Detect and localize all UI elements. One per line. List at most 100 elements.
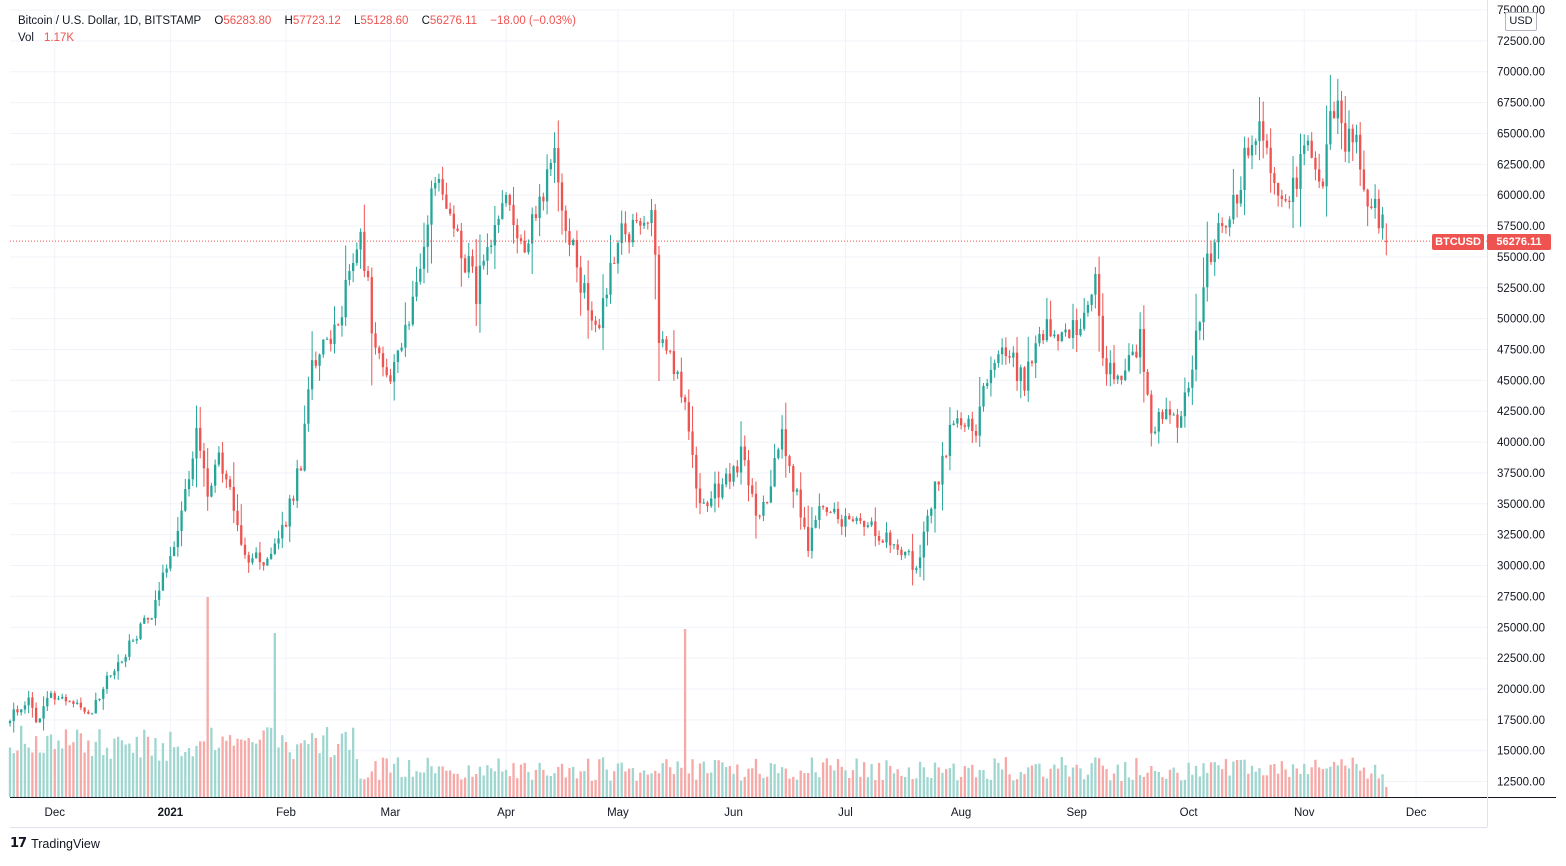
volume-bar xyxy=(1071,767,1075,797)
volume-bar xyxy=(952,763,955,797)
ohlc-row: Bitcoin / U.S. Dollar, 1D, BITSTAMP O562… xyxy=(18,13,576,30)
volume-bar xyxy=(348,749,351,797)
candle-body xyxy=(87,711,90,714)
candle-body xyxy=(1008,356,1011,358)
candle-body xyxy=(1142,328,1146,372)
volume-value: 1.17K xyxy=(44,32,75,44)
candle-body xyxy=(154,599,157,619)
candle-body xyxy=(258,552,262,563)
volume-bar xyxy=(527,771,530,797)
y-tick-label: 60000.00 xyxy=(1497,190,1545,202)
open-label: O xyxy=(214,15,224,27)
volume-bar xyxy=(475,774,478,797)
candle-body xyxy=(158,590,161,600)
candle-body xyxy=(1276,183,1280,196)
volume-bar xyxy=(1254,771,1257,797)
volume-bar xyxy=(706,773,709,797)
volume-bar xyxy=(803,773,806,797)
candle-body xyxy=(1314,157,1317,170)
candle-body xyxy=(687,402,690,432)
volume-bar xyxy=(702,761,705,797)
candle-body xyxy=(542,196,545,202)
candle-body xyxy=(724,473,728,485)
volume-bar xyxy=(538,762,541,797)
last-price-tag: 56276.11 xyxy=(1487,234,1551,250)
candle-body xyxy=(206,468,209,497)
volume-bar xyxy=(874,780,877,797)
volume-bar xyxy=(49,734,53,797)
candle-body xyxy=(1038,334,1041,344)
volume-bar xyxy=(1228,775,1231,797)
candle-body xyxy=(1265,140,1269,148)
candle-body xyxy=(889,532,892,546)
volume-bar xyxy=(654,770,657,797)
candle-body xyxy=(676,371,679,375)
candle-body xyxy=(497,218,500,225)
volume-bar xyxy=(601,757,605,797)
candle-body xyxy=(586,283,590,311)
candle-body xyxy=(1172,414,1175,416)
candle-body xyxy=(1060,332,1063,342)
symbol-title[interactable]: Bitcoin / U.S. Dollar, 1D, BITSTAMP xyxy=(18,15,202,27)
volume-bar xyxy=(765,776,769,797)
candle-body xyxy=(967,418,970,427)
volume-label[interactable]: Vol xyxy=(18,32,34,44)
candle-body xyxy=(1258,121,1261,142)
currency-button[interactable]: USD xyxy=(1505,12,1537,31)
candle-body xyxy=(1247,147,1250,156)
volume-bar xyxy=(639,772,642,797)
candle-body xyxy=(1034,343,1037,364)
low-label: L xyxy=(354,15,361,27)
volume-bar xyxy=(661,763,664,797)
candle-body xyxy=(1325,144,1328,187)
volume-bar xyxy=(967,767,970,797)
volume-bar xyxy=(780,767,784,797)
volume-bar xyxy=(12,753,15,797)
volume-bar xyxy=(460,779,463,797)
candle-body xyxy=(613,262,616,264)
volume-bar xyxy=(959,777,963,797)
volume-bar xyxy=(27,747,30,797)
candle-body xyxy=(396,350,400,363)
candle-body xyxy=(456,228,459,231)
volume-bar xyxy=(146,736,150,797)
volume-bar xyxy=(1049,768,1052,797)
volume-bar xyxy=(1325,768,1328,797)
volume-bar xyxy=(165,760,168,797)
candle-body xyxy=(971,418,974,432)
candle-body xyxy=(255,552,258,559)
volume-bar xyxy=(359,778,362,797)
candle-body xyxy=(583,283,586,293)
candle-body xyxy=(1262,121,1265,141)
candle-body xyxy=(598,324,601,329)
candle-body xyxy=(34,707,38,723)
candle-body xyxy=(642,222,646,226)
volume-bar xyxy=(1291,764,1295,797)
candle-body xyxy=(1280,195,1284,200)
volume-bar xyxy=(217,747,221,797)
candle-body xyxy=(866,525,870,527)
volume-bar xyxy=(877,762,881,797)
candle-body xyxy=(680,371,683,398)
volume-bar xyxy=(1168,769,1172,797)
volume-bar xyxy=(724,767,728,797)
volume-bar xyxy=(1385,787,1388,797)
volume-bar xyxy=(799,770,802,797)
volume-bar xyxy=(456,773,459,797)
candle-body xyxy=(329,338,332,344)
candle-body xyxy=(531,214,534,244)
candle-body xyxy=(273,543,276,554)
candle-body xyxy=(829,512,832,514)
volume-bar xyxy=(665,759,668,797)
volume-bar xyxy=(1083,779,1086,797)
candle-body xyxy=(1243,147,1246,191)
tradingview-brand[interactable]: 17 TradingView xyxy=(10,836,100,851)
volume-bar xyxy=(926,777,929,797)
candle-body xyxy=(378,347,381,354)
candle-body xyxy=(61,696,64,699)
volume-bar xyxy=(1262,775,1265,797)
volume-bar xyxy=(758,773,761,797)
volume-bar xyxy=(381,757,385,797)
